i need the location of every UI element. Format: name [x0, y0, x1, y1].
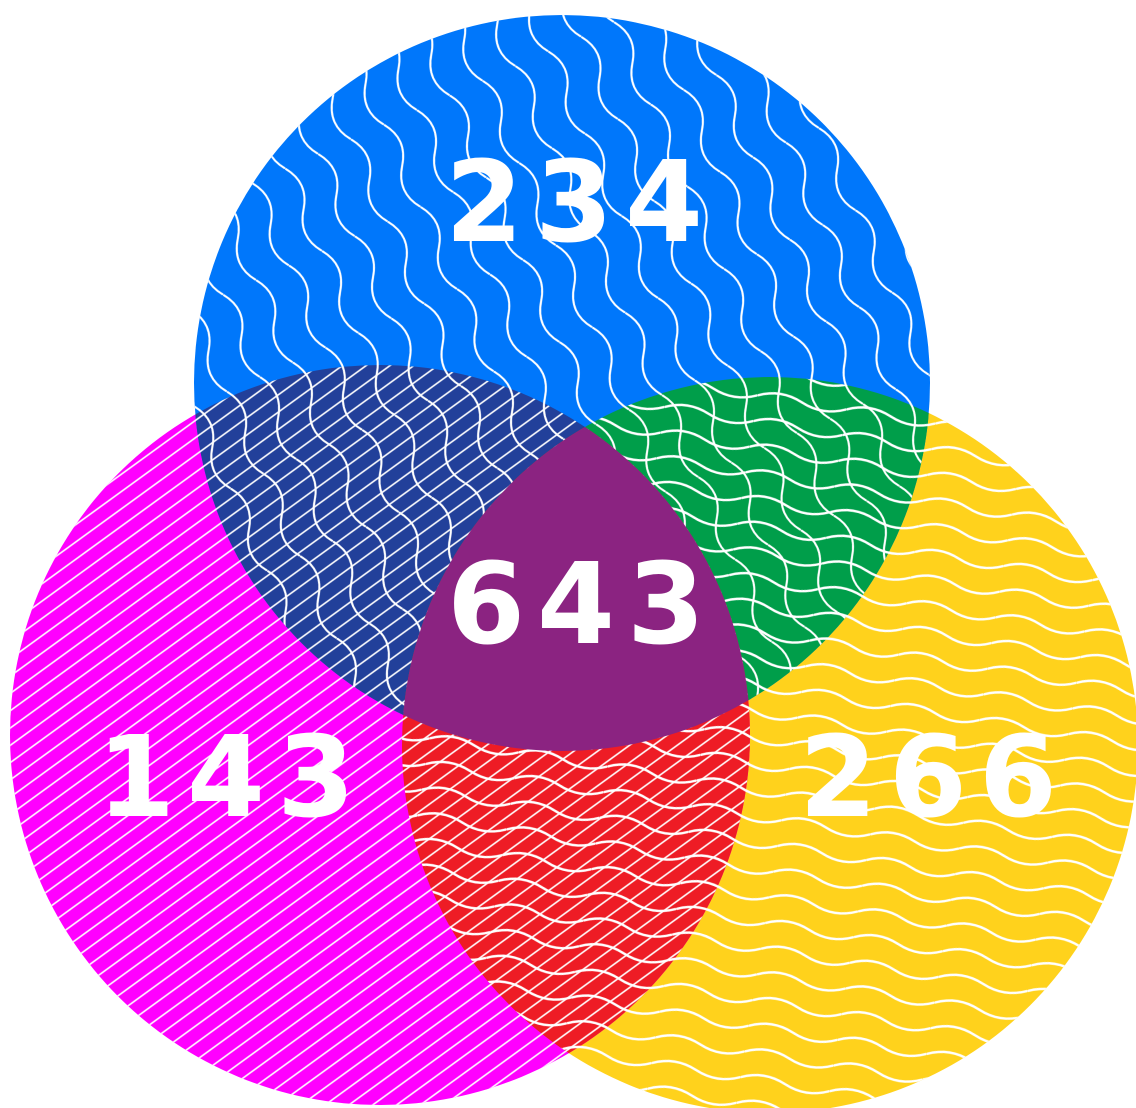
- set-label: 143: [97, 713, 367, 843]
- center-group: [402, 377, 750, 751]
- set-label: 234: [445, 138, 715, 268]
- center-label: 643: [447, 540, 717, 670]
- set-label: 266: [799, 713, 1069, 843]
- center-region: [402, 377, 750, 751]
